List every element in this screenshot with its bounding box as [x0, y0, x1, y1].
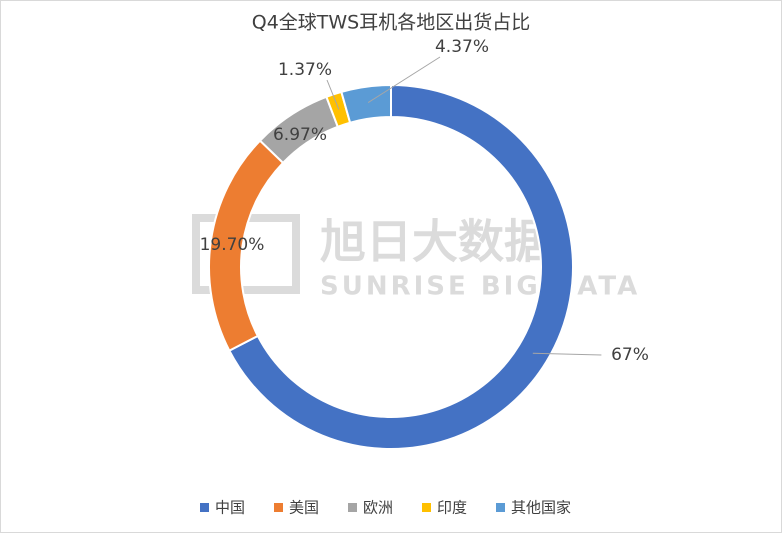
data-label: 67% [611, 345, 649, 365]
data-label: 6.97% [273, 125, 327, 145]
legend-label: 印度 [437, 499, 467, 517]
chart-title: Q4全球TWS耳机各地区出货占比 [252, 12, 531, 34]
legend-label: 其他国家 [511, 499, 571, 517]
legend-label: 美国 [289, 499, 319, 517]
legend-label: 中国 [215, 499, 245, 517]
data-label: 4.37% [435, 37, 489, 57]
leader-line [532, 352, 602, 356]
leader-line [326, 79, 340, 110]
legend-swatch [422, 503, 431, 512]
legend-swatch [200, 503, 209, 512]
data-label: 1.37% [278, 60, 332, 80]
watermark-title: 旭日大数据 [320, 215, 550, 269]
data-label: 19.70% [200, 235, 265, 255]
watermark-subtitle: SUNRISE BIG DATA [320, 272, 640, 302]
leader-line [367, 56, 441, 104]
donut-segment [228, 83, 574, 450]
legend-label: 欧洲 [363, 499, 393, 517]
legend-swatch [348, 503, 357, 512]
legend-swatch [274, 503, 283, 512]
legend-swatch [496, 503, 505, 512]
donut-segment [340, 83, 392, 124]
